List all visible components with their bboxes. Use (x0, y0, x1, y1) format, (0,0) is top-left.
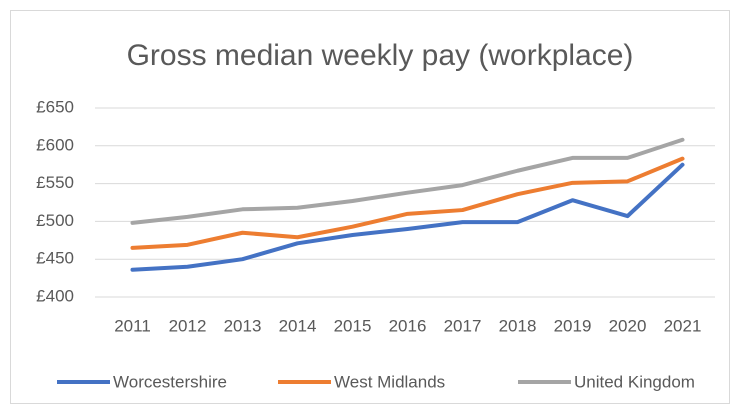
x-tick-label: 2019 (554, 316, 592, 335)
x-tick-label: 2015 (334, 316, 372, 335)
x-tick-label: 2012 (169, 316, 207, 335)
x-tick-label: 2013 (224, 316, 262, 335)
legend-label: Worcestershire (113, 372, 227, 391)
series-line (130, 137, 685, 225)
legend-label: United Kingdom (574, 372, 695, 391)
series-line (130, 162, 685, 272)
x-tick-label: 2014 (279, 316, 317, 335)
x-tick-label: 2016 (389, 316, 427, 335)
x-tick-label: 2021 (664, 316, 702, 335)
y-tick-label: £600 (36, 135, 74, 154)
x-tick-label: 2020 (609, 316, 647, 335)
x-tick-label: 2011 (114, 316, 151, 335)
x-tick-label: 2018 (499, 316, 537, 335)
y-tick-label: £500 (36, 211, 74, 230)
series-line (130, 156, 685, 250)
y-tick-label: £450 (36, 249, 74, 268)
y-tick-label: £650 (36, 97, 74, 116)
x-tick-label: 2017 (444, 316, 482, 335)
y-tick-label: £550 (36, 173, 74, 192)
legend-label: West Midlands (334, 372, 445, 391)
y-tick-label: £400 (36, 286, 74, 305)
chart-border (10, 10, 730, 404)
chart-title: Gross median weekly pay (workplace) (127, 39, 634, 72)
